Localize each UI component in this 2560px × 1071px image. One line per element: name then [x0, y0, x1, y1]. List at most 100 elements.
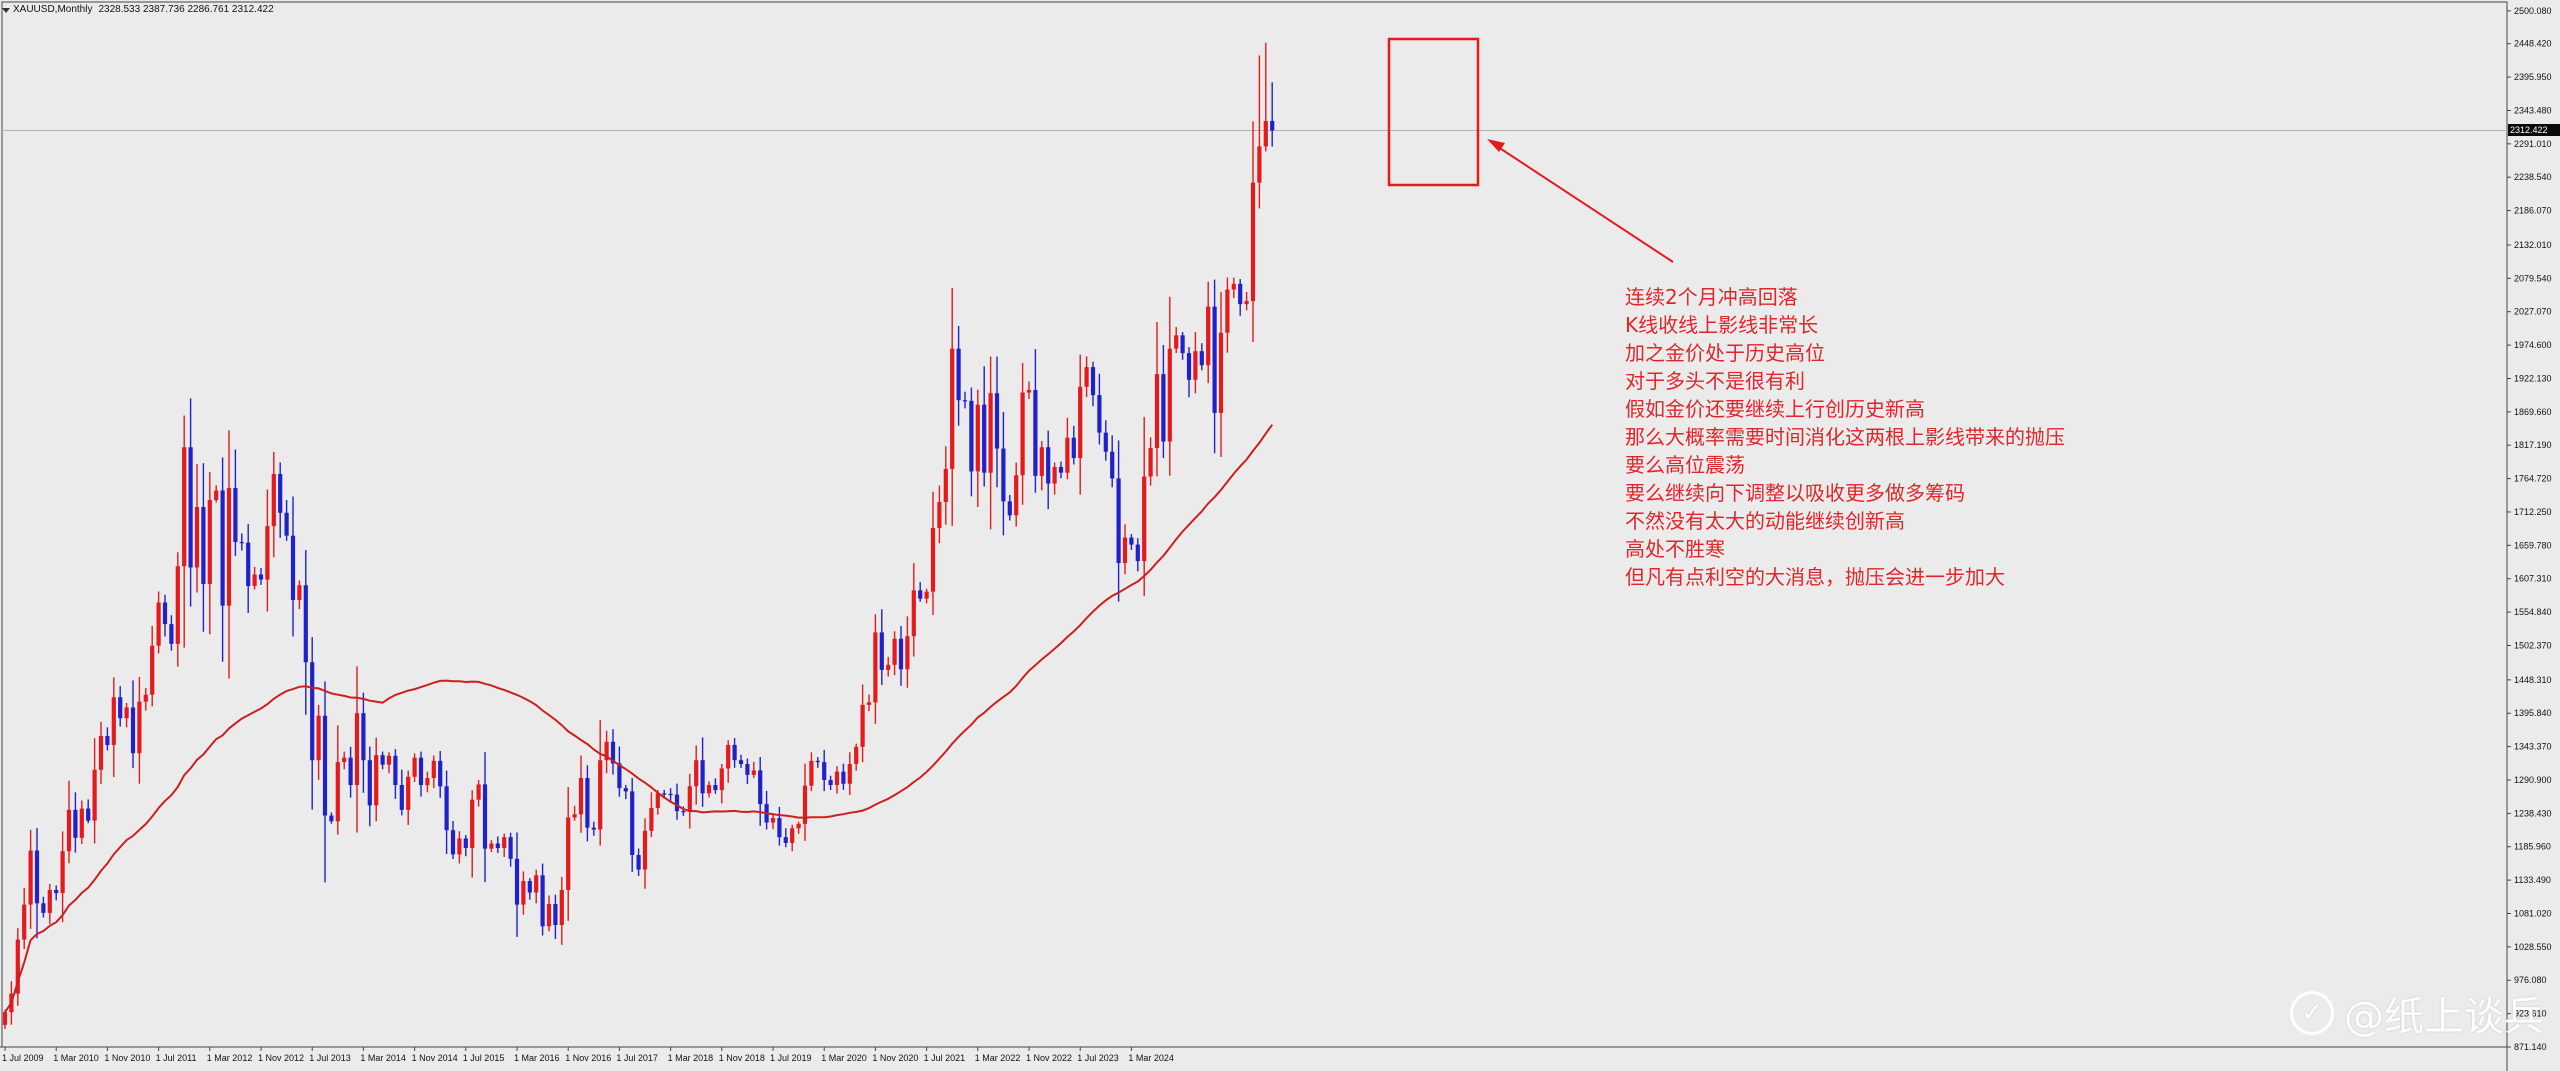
candle-body-down	[169, 624, 174, 644]
candle-body-down	[623, 788, 628, 792]
candle-body-up	[470, 799, 475, 848]
candle-body-down	[553, 903, 558, 925]
annotation-line: K线收线上影线非常长	[1625, 313, 1819, 337]
candle-body-down	[1007, 501, 1012, 516]
x-tick-label: 1 Nov 2012	[258, 1053, 304, 1063]
y-tick-label: 1238.430	[2514, 808, 2552, 818]
ohlc-readout: 2328.533 2387.736 2286.761 2312.422	[98, 4, 274, 15]
candle-body-down	[258, 574, 264, 580]
candle-body-up	[1263, 120, 1268, 147]
candle-body-up	[316, 715, 321, 761]
candle-body-up	[578, 778, 584, 815]
candle-body-down	[879, 632, 884, 670]
y-tick-label: 871.140	[2514, 1042, 2547, 1052]
y-tick-label: 1922.130	[2514, 373, 2552, 383]
candle-body-up	[1142, 476, 1147, 562]
candle-body-up	[182, 447, 187, 567]
candle-body-up	[706, 785, 712, 794]
candle-body-up	[566, 817, 571, 890]
candle-body-down	[105, 736, 110, 745]
candle-body-down	[482, 784, 488, 849]
candle-body-up	[156, 602, 161, 646]
candle-body-up	[1078, 386, 1083, 459]
candle-body-down	[1097, 395, 1102, 433]
candle-body-up	[860, 704, 865, 747]
candle-body-down	[290, 535, 296, 600]
x-tick-label: 1 Nov 2020	[872, 1053, 918, 1063]
candle-body-down	[1110, 451, 1115, 479]
candle-body-down	[463, 838, 468, 848]
candle-body-up	[1193, 351, 1198, 380]
candle-body-down	[1103, 432, 1108, 452]
candle-body-up	[1148, 447, 1153, 477]
candle-body-up	[214, 490, 219, 501]
candle-body-up	[1257, 146, 1262, 183]
x-tick-label: 1 Jul 2017	[616, 1053, 658, 1063]
moving-average-line	[4, 424, 1274, 1013]
candle-body-down	[367, 760, 372, 806]
candle-body-down	[303, 585, 308, 663]
candle-body-down	[239, 542, 244, 544]
candle-body-up	[431, 760, 436, 779]
candle-body-down	[201, 507, 206, 585]
candle-body-up	[66, 809, 72, 852]
candle-body-up	[546, 903, 552, 927]
candle-body-up	[937, 501, 942, 529]
candle-body-up	[649, 807, 654, 831]
candle-body-down	[630, 791, 635, 855]
candle-body-up	[905, 636, 910, 670]
x-tick-label: 1 Jul 2019	[770, 1053, 812, 1063]
candle-body-up	[770, 818, 776, 823]
x-tick-label: 1 Jul 2021	[924, 1053, 966, 1063]
annotation-text-block: 连续2个月冲高回落 K线收线上影线非常长 加之金价处于历史高位 对于多头不是很有…	[1625, 283, 2065, 591]
candle-body-down	[284, 512, 289, 536]
candle-body-down	[508, 837, 513, 859]
candle-body-up	[1065, 437, 1070, 473]
y-tick-label: 1502.370	[2514, 640, 2552, 650]
x-tick-label: 1 Jul 2011	[156, 1053, 197, 1063]
candle-body-up	[47, 889, 52, 913]
candle-body-down	[418, 757, 424, 786]
watermark: ✓ @纸上谈兵	[2290, 984, 2544, 1042]
annotation-line: 那么大概率需要时间消化这两根上影线带来的抛压	[1625, 425, 2065, 449]
candle-body-down	[610, 741, 616, 764]
candle-body-up	[1154, 374, 1160, 448]
candle-body-up	[694, 760, 699, 787]
candle-body-up	[950, 348, 955, 469]
candle-body-up	[92, 769, 97, 821]
candle-body-up	[297, 585, 302, 600]
candle-body-up	[1020, 392, 1025, 476]
candle-body-down	[777, 818, 782, 838]
y-tick-label: 976.080	[2514, 975, 2547, 985]
y-tick-label: 1607.310	[2514, 574, 2552, 584]
y-tick-label: 1974.600	[2514, 340, 2552, 350]
candle-body-down	[1033, 390, 1038, 476]
candle-body-up	[642, 830, 648, 870]
y-tick-label: 2448.420	[2514, 39, 2552, 49]
x-tick-label: 1 Jul 2015	[463, 1053, 505, 1063]
dropdown-triangle-icon[interactable]	[2, 7, 10, 13]
candle-body-down	[1058, 466, 1064, 473]
zhihu-logo-icon: ✓	[2290, 991, 2334, 1035]
x-tick-label: 1 Nov 2022	[1026, 1053, 1072, 1063]
y-tick-label: 2343.480	[2514, 105, 2552, 115]
candle-body-up	[502, 837, 507, 848]
candle-body-down	[713, 785, 718, 791]
candle-body-up	[834, 771, 840, 786]
candle-body-up	[1084, 367, 1089, 387]
y-tick-label: 2500.080	[2514, 6, 2552, 16]
candle-body-down	[54, 889, 59, 894]
candle-body-up	[796, 823, 801, 829]
candle-body-down	[1001, 448, 1006, 502]
candle-body-down	[745, 764, 750, 775]
candle-body-up	[457, 838, 462, 855]
symbol-label: XAUUSD,Monthly	[13, 4, 93, 15]
current-price-label: 2312.422	[2508, 124, 2560, 137]
candle-body-down	[1046, 447, 1051, 484]
candle-body-up	[598, 760, 603, 830]
candle-body-down	[841, 771, 846, 784]
candle-body-down	[898, 638, 904, 670]
candle-body-down	[994, 393, 1000, 449]
symbol-selector[interactable]: XAUUSD,Monthly	[2, 4, 92, 15]
